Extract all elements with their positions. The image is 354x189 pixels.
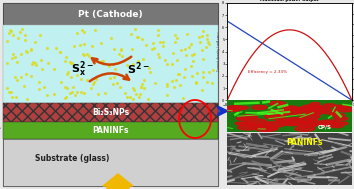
Text: PANINFs: PANINFs (92, 126, 129, 135)
FancyArrowPatch shape (92, 57, 131, 65)
FancyArrow shape (103, 174, 133, 189)
Circle shape (309, 105, 320, 108)
Circle shape (276, 119, 287, 122)
Circle shape (277, 120, 294, 125)
Circle shape (264, 114, 286, 119)
Circle shape (257, 126, 278, 131)
Circle shape (282, 106, 298, 110)
Circle shape (304, 110, 323, 115)
Circle shape (319, 121, 337, 126)
Circle shape (297, 106, 317, 112)
Text: Bi₂S₃NPs: Bi₂S₃NPs (92, 108, 129, 117)
Circle shape (330, 113, 342, 116)
Circle shape (308, 109, 321, 112)
Text: Substrate (glass): Substrate (glass) (35, 154, 109, 163)
Circle shape (235, 122, 245, 125)
Circle shape (222, 106, 241, 112)
Circle shape (334, 117, 348, 120)
Circle shape (268, 110, 290, 115)
Circle shape (310, 103, 320, 105)
Circle shape (307, 111, 320, 114)
Circle shape (236, 117, 248, 120)
Circle shape (264, 122, 286, 127)
Circle shape (250, 125, 267, 129)
Circle shape (258, 124, 272, 127)
Circle shape (252, 105, 267, 109)
Circle shape (299, 114, 320, 119)
Circle shape (306, 119, 318, 122)
Bar (3, 25, 218, 103)
Title: Maximum power output: Maximum power output (260, 0, 319, 2)
Circle shape (240, 122, 256, 126)
Circle shape (281, 108, 302, 113)
Circle shape (259, 124, 273, 127)
Circle shape (297, 109, 308, 112)
Circle shape (269, 111, 286, 115)
Circle shape (333, 105, 349, 109)
Circle shape (226, 106, 243, 110)
Circle shape (302, 121, 321, 125)
Circle shape (335, 114, 345, 116)
Circle shape (330, 125, 343, 128)
Circle shape (241, 115, 257, 119)
Circle shape (285, 118, 304, 123)
Text: $\mathbf{S^{2-}}$: $\mathbf{S^{2-}}$ (127, 61, 150, 77)
Circle shape (318, 120, 340, 126)
FancyArrowPatch shape (219, 108, 225, 114)
Circle shape (295, 126, 315, 131)
Circle shape (307, 107, 325, 112)
Circle shape (281, 120, 304, 126)
Circle shape (299, 123, 317, 127)
Circle shape (282, 110, 302, 115)
Y-axis label: Current density / mA cm⁻²: Current density / mA cm⁻² (217, 32, 221, 71)
Text: Pt (Cathode): Pt (Cathode) (78, 9, 143, 19)
Bar (3, 3, 218, 25)
Circle shape (302, 105, 323, 110)
Text: CP/S: CP/S (318, 124, 331, 129)
Circle shape (313, 107, 330, 111)
Circle shape (238, 117, 250, 120)
Circle shape (236, 106, 248, 109)
Circle shape (245, 119, 267, 125)
Circle shape (255, 126, 277, 131)
Circle shape (336, 122, 348, 125)
Text: Efficiency = 2.33%: Efficiency = 2.33% (248, 70, 287, 74)
X-axis label: E Vs. SCE(V) / mV: E Vs. SCE(V) / mV (274, 108, 305, 112)
Circle shape (323, 104, 336, 107)
Text: $\mathbf{S_x^{2-}}$: $\mathbf{S_x^{2-}}$ (71, 59, 94, 79)
Bar (3, 139, 218, 186)
Circle shape (238, 125, 258, 130)
Bar (3, 103, 218, 122)
Circle shape (322, 110, 338, 114)
Bar (3, 3, 218, 186)
Circle shape (286, 119, 306, 124)
Circle shape (269, 101, 286, 106)
FancyArrowPatch shape (90, 73, 129, 81)
Text: PANINFs: PANINFs (286, 138, 323, 147)
Circle shape (334, 107, 354, 112)
Bar (3, 122, 218, 139)
